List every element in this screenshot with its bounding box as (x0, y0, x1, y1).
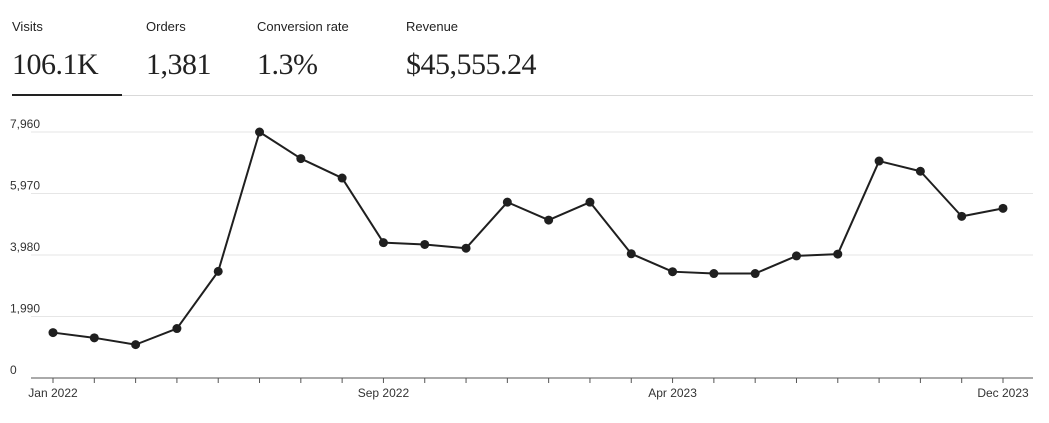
x-tick-label: Jan 2022 (28, 386, 78, 400)
metric-visits-label: Visits (12, 19, 43, 34)
data-point (791, 251, 801, 261)
metrics-tabs: Visits 106.1K Orders 1,381 Conversion ra… (12, 0, 1033, 96)
y-tick-label: 5,970 (10, 179, 40, 193)
line-chart: 0 1,990 3,980 5,970 7,960 Jan 2022 Sep 2022 Ap… (10, 117, 1033, 400)
x-tick-label: Dec 2023 (977, 386, 1029, 400)
data-point (420, 239, 430, 249)
data-point (626, 249, 636, 259)
data-point (48, 328, 58, 338)
y-tick-label: 7,960 (10, 117, 40, 131)
data-point (998, 203, 1008, 213)
data-point (172, 324, 182, 334)
metric-orders-value: 1,381 (146, 48, 212, 81)
metric-visits-value: 106.1K (12, 48, 99, 81)
x-axis: Jan 2022 Sep 2022 Apr 2023 Dec 2023 (28, 377, 1033, 400)
data-point (461, 243, 471, 253)
series-line (52, 131, 1004, 346)
series-line-path (52, 131, 1004, 346)
data-point (131, 340, 141, 350)
metric-revenue-label: Revenue (406, 19, 459, 34)
y-tick-label: 0 (10, 363, 17, 377)
metric-conversion-rate-value: 1.3% (257, 48, 318, 81)
data-point (668, 267, 678, 277)
data-points (48, 127, 1008, 350)
grid-lines (31, 131, 1033, 317)
y-tick-label: 1,990 (10, 302, 40, 316)
data-point (750, 269, 760, 279)
x-tick-label: Apr 2023 (648, 386, 697, 400)
data-point (337, 173, 347, 183)
data-point (709, 269, 719, 279)
data-point (502, 197, 512, 207)
metric-revenue-value: $45,555.24 (406, 48, 537, 81)
data-point (915, 166, 925, 176)
data-point (957, 211, 967, 221)
metric-orders-label: Orders (146, 19, 186, 34)
metric-conversion-rate[interactable]: Conversion rate 1.3% (257, 0, 397, 95)
data-point (89, 333, 99, 343)
metric-conversion-rate-label: Conversion rate (257, 19, 349, 34)
y-axis-ticks: 0 1,990 3,980 5,970 7,960 (10, 117, 40, 377)
metric-revenue[interactable]: Revenue $45,555.24 (406, 0, 576, 95)
y-tick-label: 3,980 (10, 240, 40, 254)
data-point (544, 215, 554, 225)
data-point (255, 127, 265, 137)
data-point (585, 197, 595, 207)
metric-visits[interactable]: Visits 106.1K (12, 0, 132, 96)
data-point (378, 238, 388, 248)
data-point (296, 154, 306, 164)
active-tab-indicator (12, 94, 122, 96)
data-point (833, 249, 843, 259)
data-point (874, 156, 884, 166)
x-tick-label: Sep 2022 (358, 386, 410, 400)
data-point (213, 266, 223, 276)
metric-orders[interactable]: Orders 1,381 (146, 0, 246, 95)
